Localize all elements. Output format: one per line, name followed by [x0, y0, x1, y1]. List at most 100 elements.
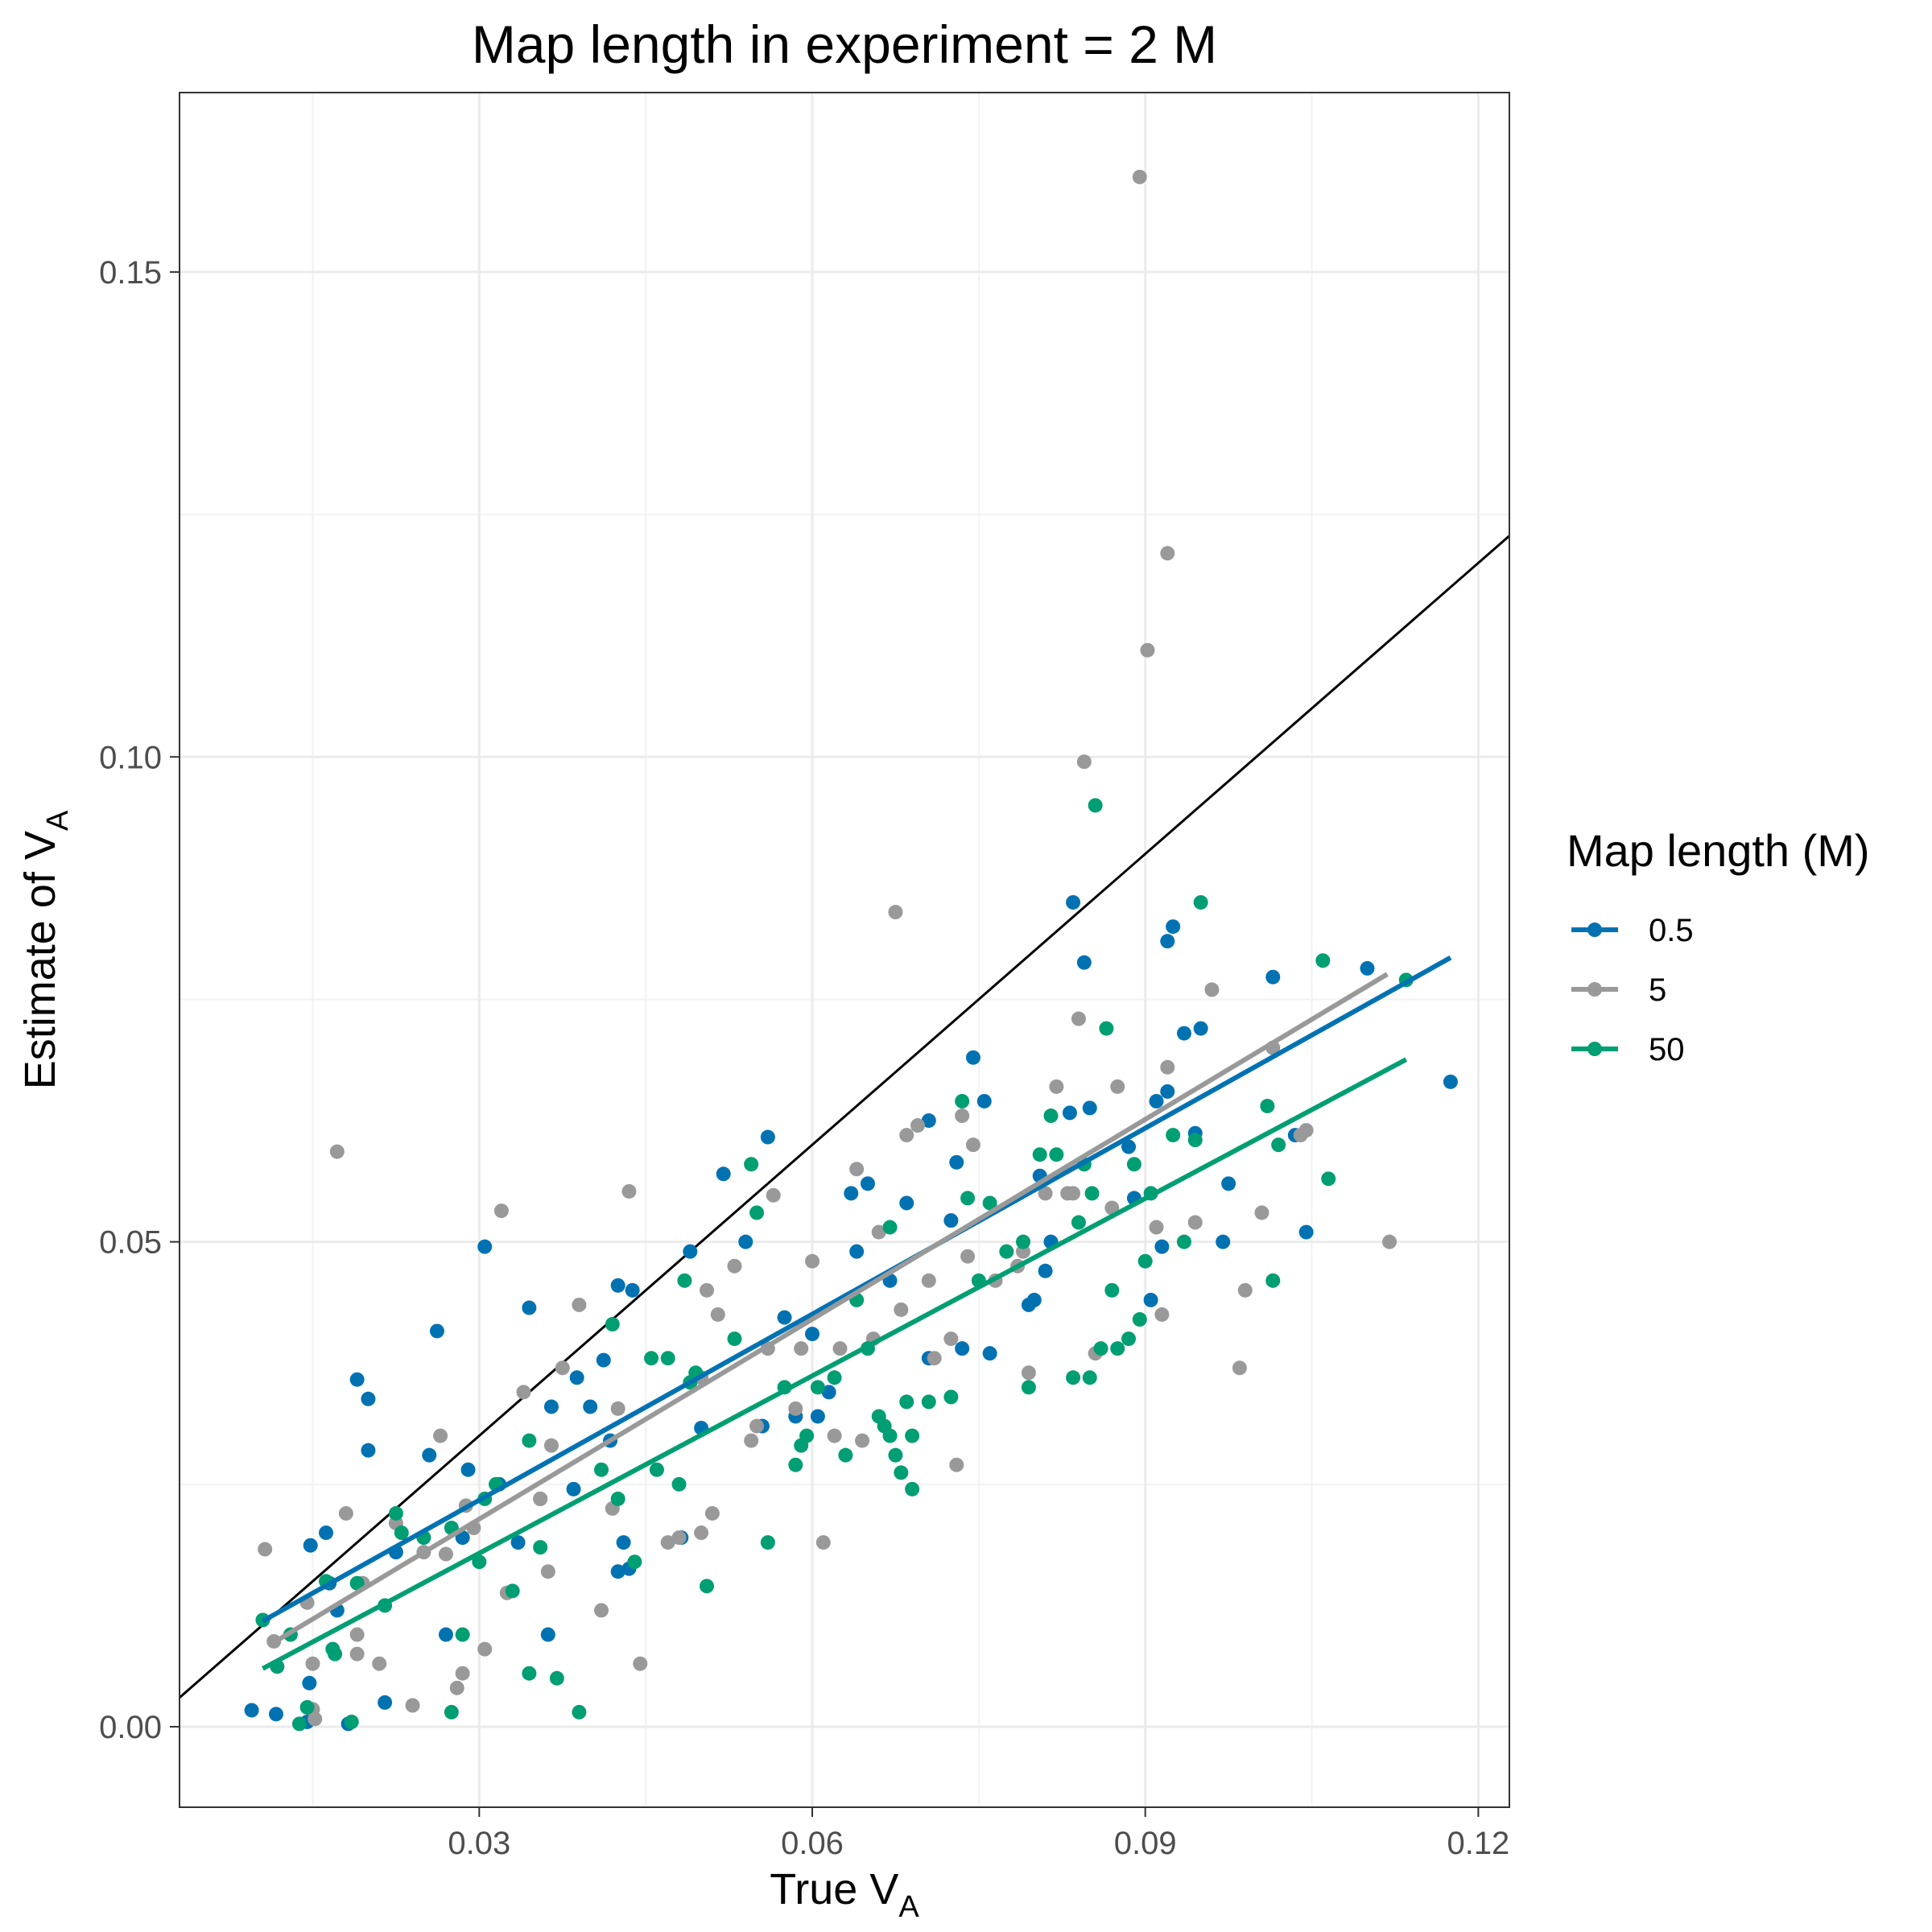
y-tick-label: 0.15 — [99, 255, 162, 291]
x-axis-title-main: True V — [770, 1865, 898, 1913]
data-point-series-50 — [827, 1370, 842, 1385]
data-point-series-0.5 — [610, 1278, 625, 1293]
legend-key-point — [1587, 982, 1602, 997]
data-point-series-0.5 — [460, 1462, 476, 1477]
y-tick-label: 0.00 — [99, 1710, 162, 1745]
data-point-series-0.5 — [1062, 1105, 1077, 1121]
data-point-series-5 — [433, 1428, 448, 1443]
data-point-series-0.5 — [1076, 955, 1092, 970]
data-point-series-50 — [749, 1205, 765, 1220]
data-point-series-5 — [694, 1525, 709, 1541]
data-point-series-50 — [788, 1457, 803, 1472]
data-point-series-5 — [1149, 1220, 1164, 1235]
data-point-series-5 — [455, 1666, 470, 1681]
data-point-series-50 — [388, 1505, 403, 1521]
data-point-series-50 — [905, 1428, 920, 1443]
data-point-series-50 — [899, 1394, 914, 1410]
data-point-series-5 — [671, 1530, 687, 1546]
data-point-series-50 — [905, 1481, 920, 1496]
data-point-series-0.5 — [683, 1244, 698, 1259]
axis-ticks: 0.03 0.06 0.09 0.12 0.00 0.05 0.10 0.15 — [99, 255, 1509, 1861]
data-point-series-5 — [533, 1491, 548, 1506]
data-point-series-5 — [710, 1307, 725, 1322]
legend-item-5: 5 — [1571, 972, 1666, 1008]
data-point-series-0.5 — [1082, 1100, 1097, 1116]
data-point-series-50 — [982, 1195, 997, 1211]
data-point-series-50 — [760, 1535, 775, 1550]
legend-label: 0.5 — [1649, 913, 1694, 948]
data-point-series-50 — [328, 1646, 343, 1662]
data-point-series-0.5 — [1216, 1234, 1231, 1249]
data-point-series-50 — [921, 1394, 936, 1410]
data-point-series-50 — [1088, 798, 1103, 813]
data-point-series-50 — [700, 1579, 715, 1594]
data-point-series-5 — [849, 1162, 865, 1177]
data-point-series-0.5 — [777, 1310, 792, 1325]
data-point-series-50 — [1137, 1253, 1153, 1269]
data-point-series-50 — [1082, 1370, 1097, 1385]
data-point-series-0.5 — [1360, 960, 1375, 976]
data-point-series-50 — [394, 1525, 409, 1541]
data-point-series-5 — [855, 1433, 870, 1448]
data-point-series-50 — [810, 1380, 825, 1395]
data-point-series-0.5 — [1160, 934, 1175, 949]
data-point-series-0.5 — [303, 1538, 318, 1553]
grid-lines — [180, 93, 1509, 1807]
fit-lines — [261, 956, 1452, 1671]
data-point-series-50 — [955, 1093, 970, 1108]
x-axis-title: True VA — [770, 1865, 919, 1924]
data-point-series-50 — [677, 1273, 692, 1288]
data-point-series-50 — [838, 1447, 853, 1463]
data-point-series-5 — [660, 1535, 675, 1550]
x-tick-label: 0.06 — [781, 1826, 844, 1861]
data-point-series-50 — [660, 1351, 675, 1366]
data-point-series-5 — [610, 1401, 625, 1416]
data-point-series-5 — [516, 1385, 531, 1400]
y-tick-label: 0.05 — [99, 1225, 162, 1261]
data-point-series-50 — [1016, 1234, 1031, 1249]
data-point-series-50 — [522, 1433, 537, 1448]
data-point-series-50 — [505, 1583, 520, 1599]
data-point-series-5 — [1237, 1282, 1253, 1298]
data-point-series-50 — [1093, 1341, 1108, 1356]
data-point-series-5 — [965, 1137, 980, 1153]
data-point-series-5 — [949, 1457, 964, 1472]
y-axis-title: Estimate of VA — [16, 810, 75, 1089]
data-point-series-5 — [540, 1564, 555, 1579]
data-points — [244, 169, 1458, 1732]
data-point-series-0.5 — [1176, 1026, 1191, 1041]
data-point-series-50 — [1049, 1147, 1064, 1162]
data-point-series-5 — [888, 905, 903, 920]
data-point-series-50 — [549, 1670, 564, 1686]
data-point-series-0.5 — [1443, 1074, 1458, 1089]
data-point-series-50 — [1315, 953, 1331, 968]
data-point-series-50 — [472, 1554, 487, 1570]
data-point-series-5 — [1254, 1205, 1269, 1220]
data-point-series-50 — [1066, 1370, 1081, 1385]
data-point-series-50 — [1176, 1234, 1191, 1249]
x-tick-label: 0.12 — [1447, 1826, 1509, 1861]
identity-line — [180, 535, 1509, 1699]
data-point-series-0.5 — [268, 1707, 283, 1722]
data-point-series-50 — [671, 1476, 687, 1492]
data-point-series-5 — [927, 1351, 942, 1366]
data-point-series-5 — [572, 1297, 587, 1312]
data-point-series-5 — [1232, 1360, 1247, 1376]
data-point-series-50 — [1021, 1380, 1036, 1395]
data-point-series-0.5 — [596, 1352, 611, 1368]
data-point-series-50 — [1099, 1021, 1114, 1036]
data-point-series-50 — [1265, 1273, 1281, 1288]
data-point-series-0.5 — [543, 1399, 559, 1414]
data-point-series-5 — [543, 1438, 559, 1453]
data-point-series-5 — [871, 1224, 886, 1240]
data-point-series-50 — [1187, 1133, 1203, 1148]
data-point-series-0.5 — [1026, 1292, 1042, 1307]
data-point-series-5 — [1132, 169, 1147, 184]
data-point-series-50 — [1166, 1128, 1181, 1143]
y-axis-title-main: Estimate of V — [16, 831, 64, 1089]
legend: Map length (M) 0.5 5 50 — [1567, 825, 1870, 1067]
data-point-series-5 — [1298, 1123, 1314, 1138]
data-point-series-5 — [329, 1144, 345, 1159]
fit-line-series-50 — [262, 1057, 1408, 1671]
data-point-series-5 — [1038, 1186, 1053, 1201]
